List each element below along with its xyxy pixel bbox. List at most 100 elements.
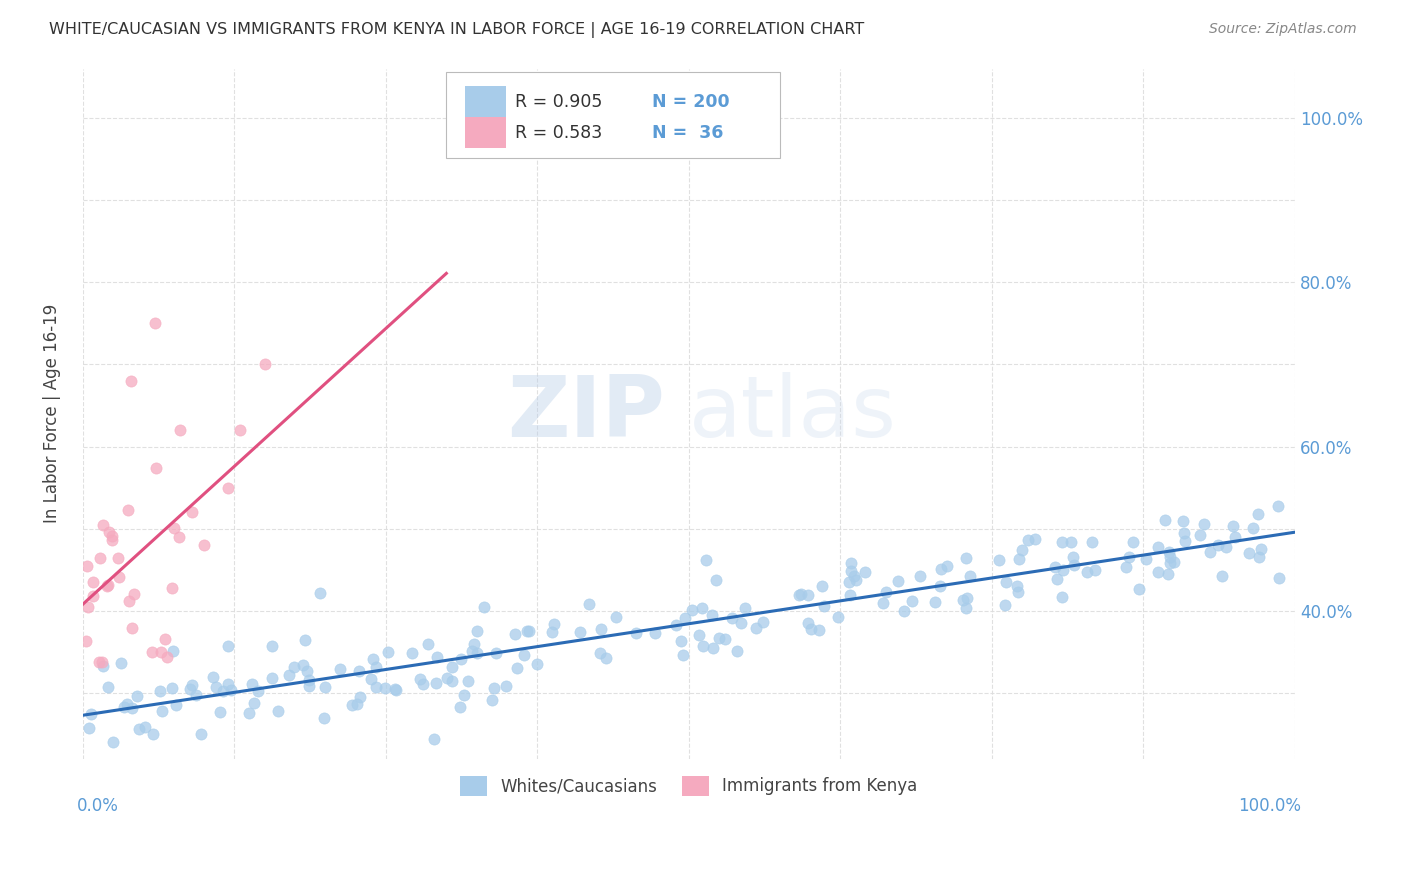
Point [190, 727, 212, 741]
Point [217, 677, 239, 691]
Point [314, 680, 336, 694]
Point [1052, 590, 1074, 604]
Point [797, 616, 820, 631]
Point [1147, 540, 1170, 554]
Legend: Whites/Caucasians, Immigrants from Kenya: Whites/Caucasians, Immigrants from Kenya [454, 770, 924, 802]
Point [141, 645, 163, 659]
Point [578, 597, 600, 611]
Point [242, 696, 264, 710]
Point [97, 680, 120, 694]
Point [1060, 534, 1083, 549]
Point [1017, 533, 1039, 547]
Point [810, 579, 832, 593]
Point [1084, 563, 1107, 577]
Point [450, 651, 472, 665]
Point [1222, 518, 1244, 533]
Point [1211, 568, 1233, 582]
Point [1007, 584, 1029, 599]
Point [1171, 514, 1194, 528]
Point [1007, 579, 1029, 593]
Point [928, 578, 950, 592]
Point [1215, 540, 1237, 554]
Point [827, 610, 849, 624]
Point [1128, 582, 1150, 597]
Point [644, 626, 666, 640]
Point [808, 623, 831, 637]
Point [217, 481, 239, 495]
Point [734, 601, 756, 615]
Point [796, 588, 818, 602]
Point [690, 601, 713, 615]
Point [886, 574, 908, 588]
Point [329, 662, 352, 676]
Point [77, 599, 100, 614]
Point [149, 684, 172, 698]
Y-axis label: In Labor Force | Age 16-19: In Labor Force | Age 16-19 [44, 304, 60, 524]
Point [416, 637, 439, 651]
Point [409, 672, 432, 686]
Text: atlas: atlas [689, 372, 897, 455]
Point [700, 608, 723, 623]
Point [278, 668, 301, 682]
Text: WHITE/CAUCASIAN VS IMMIGRANTS FROM KENYA IN LABOR FORCE | AGE 16-19 CORRELATION : WHITE/CAUCASIAN VS IMMIGRANTS FROM KENYA… [49, 22, 865, 38]
Point [1247, 550, 1270, 565]
Point [247, 684, 270, 698]
Point [209, 706, 232, 720]
Point [298, 679, 321, 693]
Point [465, 624, 488, 639]
Point [543, 616, 565, 631]
Point [839, 556, 862, 570]
Point [150, 704, 173, 718]
Point [671, 634, 693, 648]
Point [87, 656, 110, 670]
Point [1174, 533, 1197, 548]
Point [82, 575, 104, 590]
Point [457, 674, 479, 689]
Point [1045, 560, 1067, 574]
Point [1081, 534, 1104, 549]
Point [675, 610, 697, 624]
FancyBboxPatch shape [464, 118, 506, 148]
Point [569, 624, 592, 639]
Point [347, 664, 370, 678]
Point [120, 374, 142, 388]
Point [1159, 549, 1181, 564]
Point [752, 615, 775, 629]
Point [1135, 552, 1157, 566]
Point [163, 521, 186, 535]
Point [681, 603, 703, 617]
Point [482, 681, 505, 696]
Point [107, 550, 129, 565]
Point [212, 684, 235, 698]
Text: R = 0.583: R = 0.583 [516, 124, 603, 142]
Point [706, 574, 728, 588]
Point [91, 518, 114, 533]
Point [162, 643, 184, 657]
Point [875, 584, 897, 599]
Text: Source: ZipAtlas.com: Source: ZipAtlas.com [1209, 22, 1357, 37]
Point [526, 657, 548, 671]
Point [595, 651, 617, 665]
Point [117, 593, 139, 607]
Point [401, 646, 423, 660]
Point [412, 676, 434, 690]
Point [813, 599, 835, 614]
Point [485, 646, 508, 660]
Point [385, 683, 408, 698]
Point [1159, 557, 1181, 571]
Point [294, 633, 316, 648]
Point [472, 600, 495, 615]
Point [89, 550, 111, 565]
Point [1050, 534, 1073, 549]
Point [1198, 544, 1220, 558]
Point [1173, 525, 1195, 540]
Point [283, 660, 305, 674]
Point [122, 586, 145, 600]
Point [295, 664, 318, 678]
Point [1062, 550, 1084, 565]
Point [481, 693, 503, 707]
Point [924, 595, 946, 609]
Point [787, 588, 810, 602]
Point [121, 701, 143, 715]
Point [82, 589, 104, 603]
